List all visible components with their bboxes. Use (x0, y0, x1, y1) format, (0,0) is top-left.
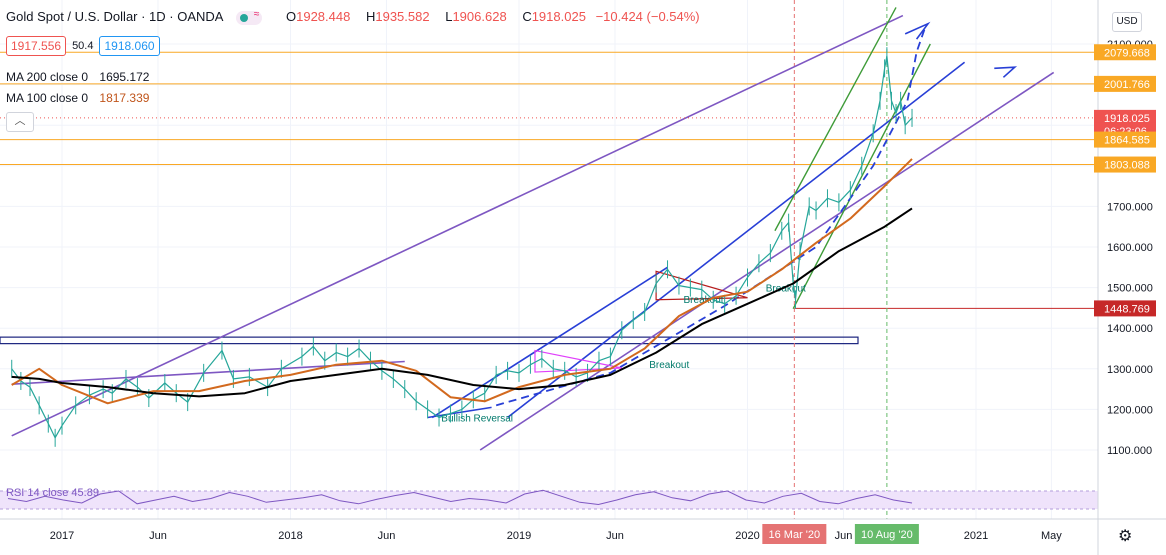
spread-value: 50.4 (72, 40, 94, 52)
date-marker-label: 10 Aug '20 (861, 529, 913, 541)
price-axis-label: 2079.668 (1104, 47, 1150, 59)
pattern-annotation: Bullish Reversal (441, 414, 513, 425)
rsi-band (0, 491, 1098, 509)
price-axis-label-bg (1094, 44, 1156, 61)
trend-line-green (792, 43, 931, 310)
x-tick-label: May (1041, 530, 1062, 542)
y-tick-label: 1600.000 (1107, 242, 1153, 254)
price-axis-label-bg (1094, 131, 1156, 148)
triangle-pattern (534, 349, 622, 373)
market-status-toggle[interactable]: ≈ (236, 9, 263, 25)
symbol-title[interactable]: Gold Spot / U.S. Dollar · 1D · OANDA (6, 9, 223, 24)
quote-badges: 1917.556 50.4 1918.060 (6, 36, 160, 56)
pattern-annotation: Breakout (684, 295, 724, 306)
trend-channel-line-purple (479, 71, 1055, 451)
y-tick-label: 1700.000 (1107, 201, 1153, 213)
price-axis-label-bg (1094, 109, 1156, 126)
rsi-line (7, 489, 913, 506)
y-tick-label: 1100.000 (1107, 445, 1152, 457)
x-tick-label: 2017 (50, 530, 74, 542)
y-tick-label: 1300.000 (1107, 364, 1153, 376)
ma200-label: MA 200 close 0 (6, 70, 89, 84)
trend-channel-line-blue (507, 61, 966, 419)
pattern-annotation: Breakout (649, 360, 689, 371)
chart-legend: Gold Spot / U.S. Dollar · 1D · OANDA ≈ O… (6, 9, 700, 25)
x-tick-label: Jun (378, 530, 396, 542)
date-marker-badge (854, 524, 919, 544)
price-axis-label: 1864.585 (1104, 135, 1150, 147)
trend-line-blue (431, 266, 668, 419)
rsi-pane (0, 489, 1098, 510)
currency-button[interactable]: USD (1112, 12, 1142, 32)
channel-arrowhead (994, 66, 1018, 78)
price-axis-label-bg (1094, 75, 1156, 92)
x-tick-label: Jun (149, 530, 167, 542)
collapse-legend-button[interactable]: ︿ (6, 112, 34, 132)
x-tick-label: Jun (835, 530, 853, 542)
ohlc-open: O1928.448 (285, 9, 351, 24)
settings-gear-icon[interactable]: ⚙ (1118, 528, 1133, 545)
x-tick-label: 2019 (507, 530, 531, 542)
ohlc-low: L1906.628 (445, 9, 507, 24)
ma100-legend[interactable]: MA 100 close 0 1817.339 (6, 91, 149, 105)
y-tick-label: 1400.000 (1107, 323, 1153, 335)
date-marker-badge (762, 524, 827, 544)
projection-arrowhead (904, 21, 931, 40)
series-layer (11, 47, 913, 447)
x-tick-label: Jun (606, 530, 624, 542)
chart-background (0, 0, 1098, 519)
rsi-label: RSI 14 close 45.89 (6, 487, 99, 499)
buy-button[interactable]: 1918.060 (99, 36, 160, 56)
rsi-legend[interactable]: RSI 14 close 45.89 (6, 487, 99, 499)
ma200-legend[interactable]: MA 200 close 0 1695.172 (6, 70, 149, 84)
pattern-annotation: Breakout (766, 283, 806, 294)
price-axis-label-bg (1094, 156, 1156, 173)
sell-button[interactable]: 1917.556 (6, 36, 67, 56)
x-tick-label: 2018 (278, 530, 302, 542)
series-line-ma-200 (11, 207, 913, 398)
projection-path (495, 25, 927, 407)
price-axis-label: 1448.769 (1104, 303, 1150, 315)
time-axis[interactable]: 2017 Jun 2018 Jun 2019 Jun 2020 Jun 2021 May 16 Ma… (50, 524, 1063, 544)
grid (0, 0, 1098, 519)
trend-channel-line-purple (11, 14, 904, 437)
drawings: Bullish Reversal Breakout Breakout Breakout (0, 0, 1098, 519)
trend-line-green (774, 7, 897, 232)
date-marker-label: 16 Mar '20 (769, 529, 821, 541)
series-line-ma-100 (11, 158, 913, 405)
x-tick-label: 2021 (964, 530, 988, 542)
price-axis-label: 1803.088 (1104, 160, 1150, 172)
ma100-value: 1817.339 (99, 91, 150, 105)
change-value: −10.424 (−0.54%) (595, 9, 700, 24)
ma100-label: MA 100 close 0 (6, 91, 89, 105)
y-tick-label: 1500.000 (1107, 283, 1153, 295)
price-axis-label: 2001.766 (1104, 79, 1150, 91)
price-axis-label-bg (1094, 300, 1156, 317)
y-tick-label: 1200.000 (1107, 404, 1153, 416)
ma200-value: 1695.172 (99, 70, 150, 84)
ohlc-high: H1935.582 (365, 9, 430, 24)
range-box (0, 336, 859, 345)
ohlc-close: C1918.025 (522, 9, 586, 24)
price-axis-label: 1918.025 (1104, 113, 1150, 125)
x-tick-label: 2020 (735, 530, 759, 542)
trend-line-blue (427, 406, 492, 419)
